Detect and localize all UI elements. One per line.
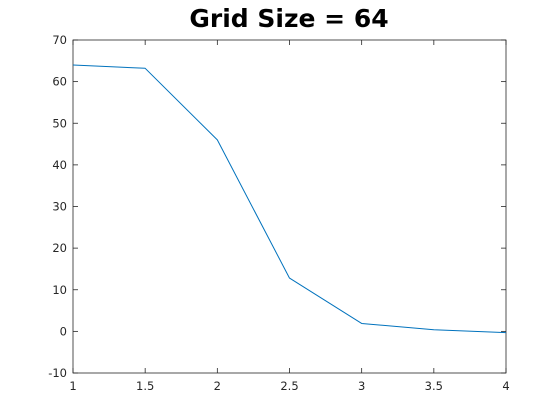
x-tick-label: 3.5 [425, 379, 443, 393]
x-tick-label: 4 [502, 379, 509, 393]
x-tick-label: 2 [214, 379, 221, 393]
y-tick-label: 10 [52, 283, 67, 297]
y-tick-label: 30 [52, 200, 67, 214]
y-axis: -10 0 10 20 30 40 50 60 70 [48, 33, 506, 380]
axes-box [72, 39, 507, 374]
y-tick-label: 60 [52, 75, 67, 89]
y-tick-label: 50 [52, 116, 67, 130]
y-tick-label: 0 [60, 324, 67, 338]
x-tick-label: 1 [69, 379, 76, 393]
plot-area [72, 39, 507, 374]
series-layer [72, 64, 507, 334]
x-axis: 1 1.5 2 2.5 3 3.5 4 [69, 40, 510, 393]
chart-title: Grid Size = 64 [189, 4, 388, 33]
x-tick-label: 3 [358, 379, 365, 393]
y-tick-label: -10 [48, 366, 67, 380]
x-tick-label: 2.5 [280, 379, 298, 393]
series-line-0 [72, 64, 507, 334]
y-tick-label: 20 [52, 241, 67, 255]
y-tick-label: 70 [52, 33, 67, 47]
x-tick-label: 1.5 [136, 379, 154, 393]
y-tick-label: 40 [52, 158, 67, 172]
